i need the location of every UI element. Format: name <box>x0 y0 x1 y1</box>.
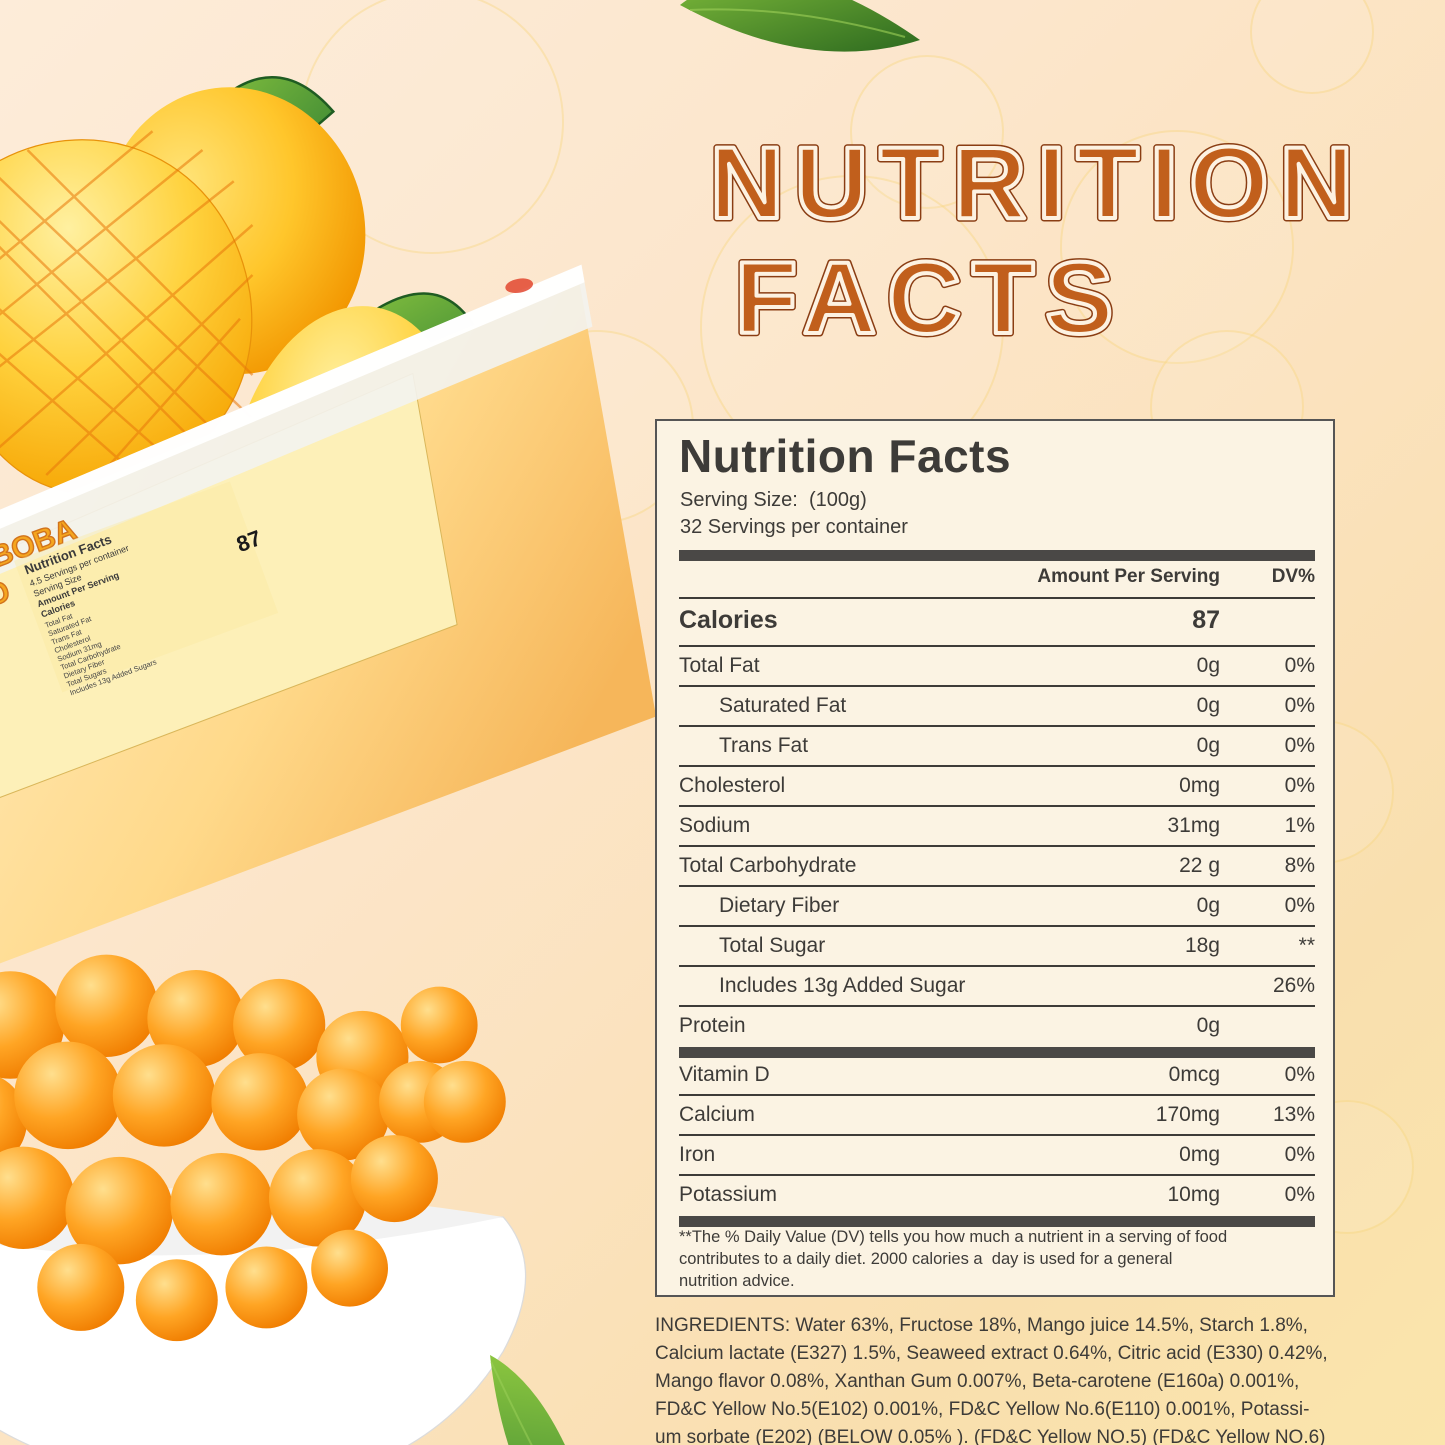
svg-text:FACTS: FACTS <box>735 241 1124 355</box>
svg-text:NUTRITION: NUTRITION <box>710 126 1364 240</box>
